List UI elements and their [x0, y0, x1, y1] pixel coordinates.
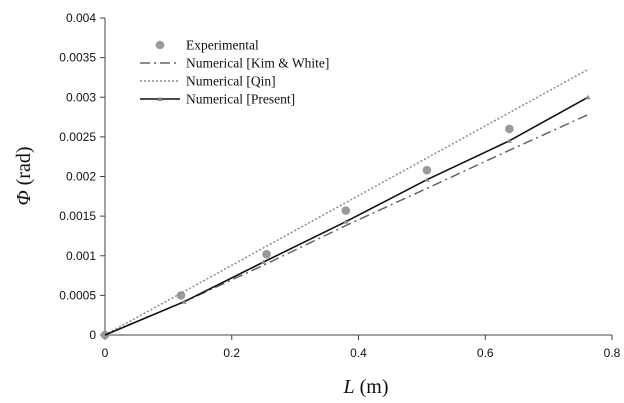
present-marker	[424, 177, 430, 182]
legend-entry: Numerical [Qin]	[140, 74, 276, 89]
x-tick-label: 0.2	[223, 346, 240, 360]
legend-entry: Experimental	[155, 38, 259, 53]
series-3	[104, 94, 591, 336]
legend-entry: Numerical [Present]	[140, 92, 295, 107]
x-tick-label: 0.6	[477, 346, 494, 360]
legend-entry: Numerical [Kim & White]	[140, 56, 329, 71]
y-tick-label: 0	[89, 328, 96, 342]
tick-labels: 0 0.2 0.4 0.6 0.8 0 0.0005 0.001 0.0015 0.002 0.00…	[59, 11, 620, 360]
y-tick-label: 0.004	[66, 11, 96, 25]
present-marker	[343, 219, 349, 224]
experimental-point	[262, 249, 271, 259]
axes	[100, 17, 613, 340]
series-line	[104, 96, 589, 336]
legend-label: Numerical [Qin]	[186, 74, 276, 89]
legend-label: Experimental	[186, 38, 259, 53]
y-tick-label: 0.0005	[59, 288, 96, 302]
legend-marker	[157, 96, 163, 101]
present-marker	[181, 299, 187, 304]
series-line	[104, 114, 589, 336]
legend: Experimental Numerical [Kim & White] Numer…	[140, 38, 329, 107]
series-1	[104, 114, 589, 336]
legend-swatch	[155, 40, 165, 50]
y-tick-label: 0.0025	[59, 130, 96, 144]
y-tick-label: 0.001	[66, 249, 96, 263]
series-0	[100, 124, 514, 340]
present-marker	[585, 94, 591, 100]
experimental-point	[422, 165, 432, 175]
x-axis-label: L (m)	[342, 376, 388, 398]
series-layer	[100, 68, 591, 340]
y-tick-label: 0.002	[66, 170, 96, 184]
y-tick-label: 0.0015	[59, 209, 96, 223]
x-tick-label: 0.4	[350, 346, 367, 360]
y-axis-label: Φ (rad)	[13, 146, 35, 205]
legend-label: Numerical [Kim & White]	[186, 56, 329, 71]
legend-label: Numerical [Present]	[186, 92, 295, 107]
experimental-point	[505, 124, 514, 134]
y-tick-label: 0.003	[66, 90, 96, 104]
present-marker	[260, 259, 266, 265]
present-marker	[506, 138, 512, 143]
x-tick-label: 0.8	[604, 346, 621, 360]
y-tick-label: 0.0035	[59, 51, 96, 65]
x-tick-label: 0	[102, 346, 109, 360]
experimental-point	[176, 291, 186, 300]
experimental-point	[341, 206, 351, 215]
